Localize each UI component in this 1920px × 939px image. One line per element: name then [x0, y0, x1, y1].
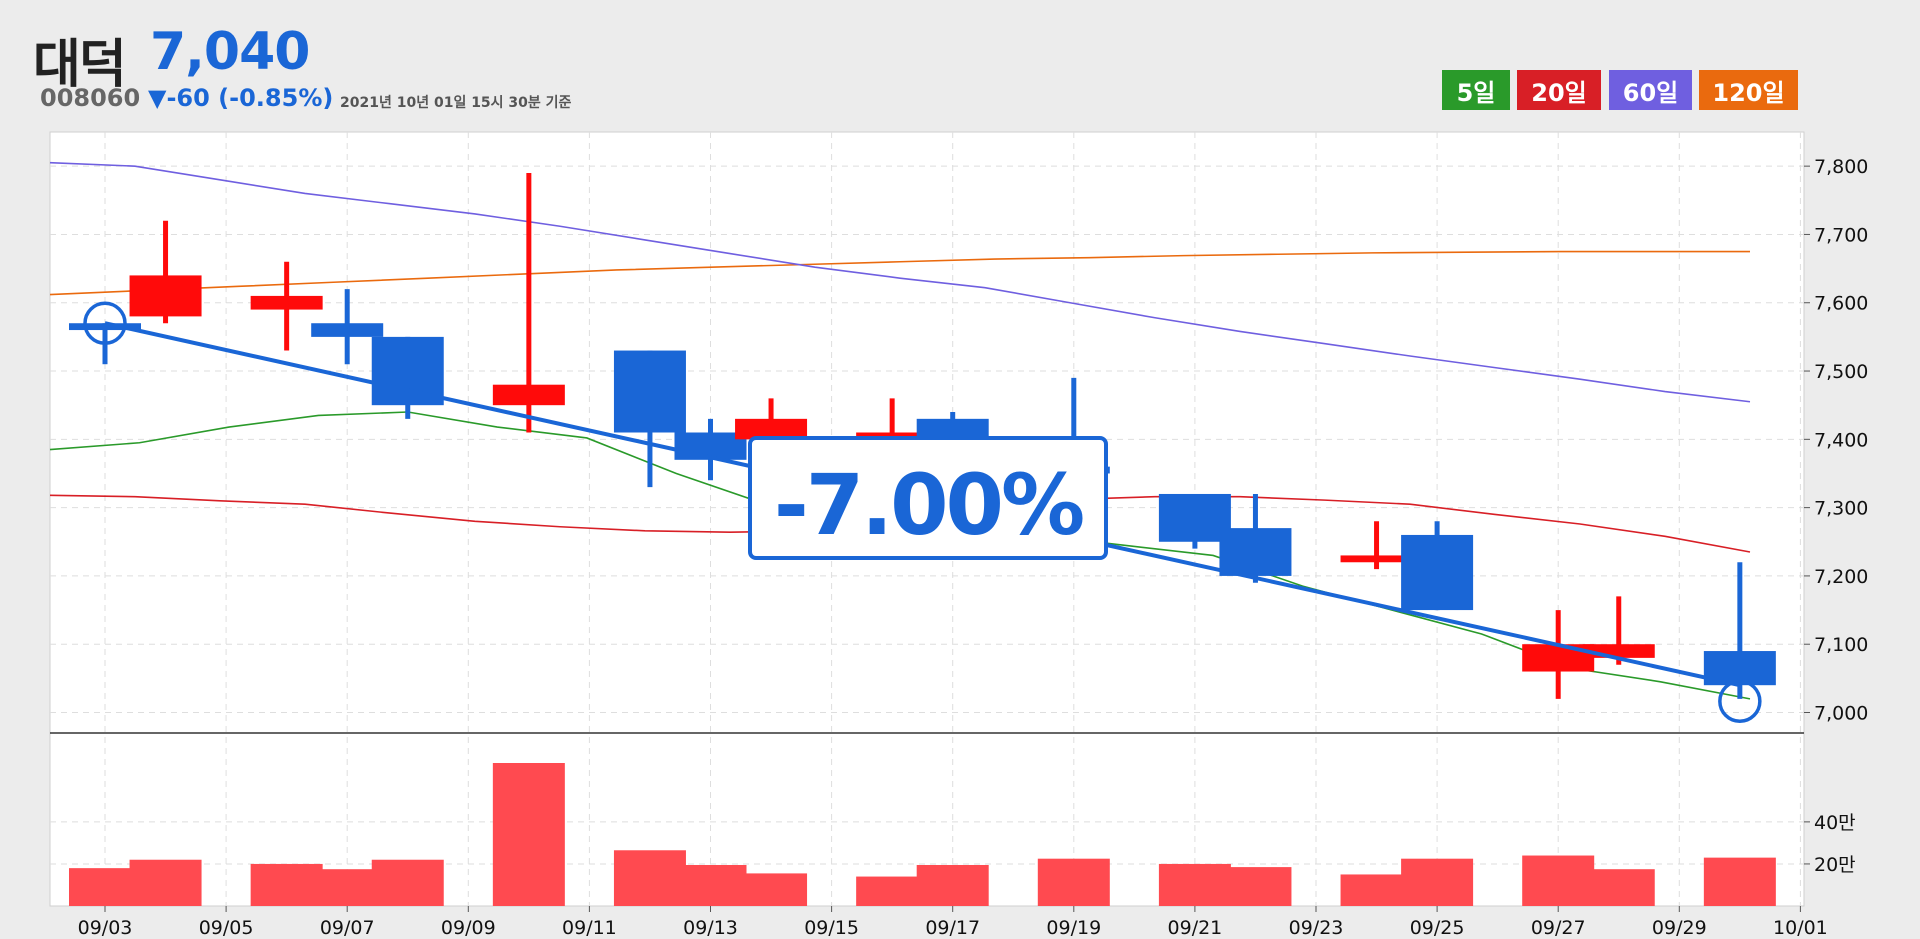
- x-tick-label: 09/07: [320, 917, 375, 939]
- candle-body: [735, 418, 808, 440]
- volume-bar: [613, 850, 686, 906]
- price-tick-label: 7,500: [1814, 361, 1868, 383]
- candle-body: [856, 432, 929, 440]
- stock-name: 대덕: [33, 35, 127, 95]
- volume-bar: [1037, 858, 1110, 906]
- x-tick-label: 09/21: [1168, 917, 1223, 939]
- price-tick-label: 7,300: [1814, 498, 1868, 520]
- candle-body: [311, 323, 384, 337]
- volume-bar: [69, 868, 141, 906]
- x-tick-label: 09/15: [804, 917, 859, 939]
- candle-body: [250, 295, 323, 310]
- x-tick-label: 10/01: [1773, 917, 1828, 939]
- trend-end-marker: [1718, 679, 1762, 723]
- candle-body: [1219, 528, 1292, 576]
- x-tick-label: 09/29: [1652, 917, 1707, 939]
- ma20-button[interactable]: 20일: [1517, 70, 1601, 110]
- trend-change-badge: [748, 436, 1108, 560]
- x-tick-label: 09/05: [199, 917, 254, 939]
- candle-body: [1340, 555, 1413, 563]
- price-tick-label: 7,800: [1814, 156, 1868, 178]
- volume-tick-label: 20만: [1814, 854, 1856, 876]
- volume-bar: [492, 763, 565, 906]
- price-tick-label: 7,400: [1814, 429, 1868, 451]
- trend-change-label: -7.00%: [774, 456, 1083, 554]
- volume-bar: [1401, 858, 1474, 906]
- x-tick-label: 09/11: [562, 917, 617, 939]
- ma120-button[interactable]: 120일: [1699, 70, 1798, 110]
- x-tick-label: 09/13: [683, 917, 738, 939]
- candle-body: [1401, 534, 1474, 611]
- volume-bar: [1219, 867, 1292, 906]
- x-tick-label: 09/17: [925, 917, 980, 939]
- price-tick-label: 7,700: [1814, 224, 1868, 246]
- ma5-button[interactable]: 5일: [1442, 70, 1510, 110]
- volume-bar: [1158, 863, 1231, 906]
- volume-bar: [371, 859, 444, 906]
- volume-bar: [674, 864, 747, 906]
- current-price: 7,040: [150, 22, 310, 82]
- x-tick-label: 09/03: [78, 917, 133, 939]
- ma120-line: [49, 250, 1750, 296]
- volume-bar: [129, 859, 202, 906]
- volume-bar: [1582, 869, 1655, 906]
- x-tick-label: 09/09: [441, 917, 496, 939]
- x-tick-label: 09/27: [1531, 917, 1586, 939]
- ma60-button[interactable]: 60일: [1609, 70, 1692, 110]
- x-tick-label: 09/19: [1046, 917, 1101, 939]
- ma60-line: [49, 161, 1751, 403]
- candle-body: [129, 275, 202, 317]
- price-tick-label: 7,600: [1814, 293, 1868, 315]
- as-of-timestamp: 2021년 10년 01일 15시 30분 기준: [340, 95, 572, 111]
- stock-code: 008060: [40, 84, 141, 112]
- volume-bar: [916, 864, 989, 906]
- volume-bar: [1522, 855, 1595, 906]
- volume-bar: [311, 869, 384, 906]
- volume-tick-label: 40만: [1814, 812, 1856, 834]
- volume-bar: [1703, 857, 1776, 906]
- trend-start-marker: [83, 301, 127, 345]
- candle-body: [1158, 493, 1231, 542]
- volume-bar: [250, 863, 323, 906]
- price-tick-label: 7,100: [1814, 634, 1868, 656]
- x-tick-label: 09/25: [1410, 917, 1465, 939]
- volume-bar: [856, 876, 929, 906]
- candle-body: [492, 384, 565, 406]
- candle-body: [69, 323, 141, 331]
- stock-header: 대덕 7,040 008060 ▼-60 (-0.85%) 2021년 10년 …: [0, 0, 1920, 130]
- price-tick-label: 7,200: [1814, 566, 1868, 588]
- x-tick-label: 09/23: [1289, 917, 1344, 939]
- price-tick-label: 7,000: [1814, 703, 1868, 725]
- candle-body: [613, 350, 686, 433]
- volume-bar: [735, 873, 808, 906]
- volume-bar: [1340, 874, 1413, 906]
- price-change: ▼-60 (-0.85%): [148, 84, 334, 112]
